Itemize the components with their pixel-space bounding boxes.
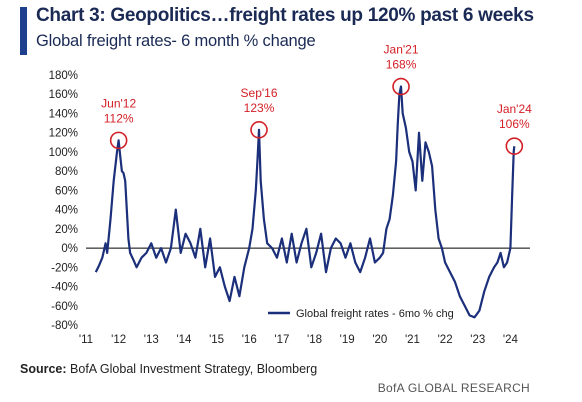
y-tick-label: 60% — [55, 185, 78, 197]
peak-marker-circle — [505, 137, 524, 155]
peak-label-value: 168% — [386, 58, 417, 72]
source-label: Source: — [20, 362, 67, 376]
y-tick-label: 120% — [49, 128, 78, 140]
peak-marker-circle — [109, 131, 128, 150]
peak-label-date: Sep'16 — [241, 86, 278, 100]
x-tick-label: '14 — [176, 334, 192, 346]
x-tick-label: '24 — [503, 334, 519, 346]
title-accent-bar — [20, 7, 27, 55]
y-tick-label: 140% — [49, 108, 78, 120]
chart-subtitle: Global freight rates- 6 month % change — [36, 32, 316, 50]
x-tick-label: '18 — [307, 334, 322, 346]
chart-title: Chart 3: Geopolitics…freight rates up 12… — [36, 5, 534, 26]
y-tick-label: -60% — [51, 301, 78, 313]
y-tick-label: 20% — [55, 224, 78, 236]
series-line — [94, 85, 516, 319]
peak-label-value: 123% — [244, 101, 275, 115]
peak-label-date: Jan'21 — [384, 43, 419, 57]
x-tick-label: '15 — [209, 334, 224, 346]
y-tick-label: 80% — [55, 166, 78, 178]
brand-label: BofA GLOBAL RESEARCH — [377, 381, 530, 395]
x-tick-label: '17 — [274, 334, 289, 346]
y-tick-label: -40% — [51, 282, 78, 294]
peak-label-value: 106% — [499, 117, 530, 131]
x-tick-label: '20 — [372, 334, 387, 346]
x-tick-label: '23 — [470, 334, 485, 346]
source-text: BofA Global Investment Strategy, Bloombe… — [70, 362, 318, 376]
peak-marker-circle — [392, 77, 410, 96]
x-tick-label: '19 — [340, 334, 355, 346]
x-tick-label: '16 — [242, 334, 257, 346]
x-tick-label: '21 — [405, 334, 420, 346]
source-note: Source: BofA Global Investment Strategy,… — [20, 362, 317, 376]
x-tick-label: '11 — [79, 334, 93, 346]
x-tick-label: '13 — [144, 334, 159, 346]
peak-label-date: Jun'12 — [101, 96, 136, 110]
y-tick-label: 100% — [49, 147, 78, 159]
x-tick-label: '22 — [438, 334, 453, 346]
peak-marker-circle — [250, 121, 268, 139]
y-tick-label: 40% — [55, 205, 78, 217]
y-tick-label: 160% — [49, 89, 78, 101]
y-tick-label: -80% — [51, 320, 78, 332]
peak-label-date: Jan'24 — [497, 102, 532, 116]
x-tick-label: '12 — [111, 334, 126, 346]
peak-label-value: 112% — [104, 111, 134, 125]
legend-label: Global freight rates - 6mo % chg — [296, 308, 454, 320]
y-tick-label: 0% — [61, 243, 78, 255]
y-tick-label: 180% — [49, 70, 78, 82]
y-tick-label: -20% — [51, 262, 78, 274]
